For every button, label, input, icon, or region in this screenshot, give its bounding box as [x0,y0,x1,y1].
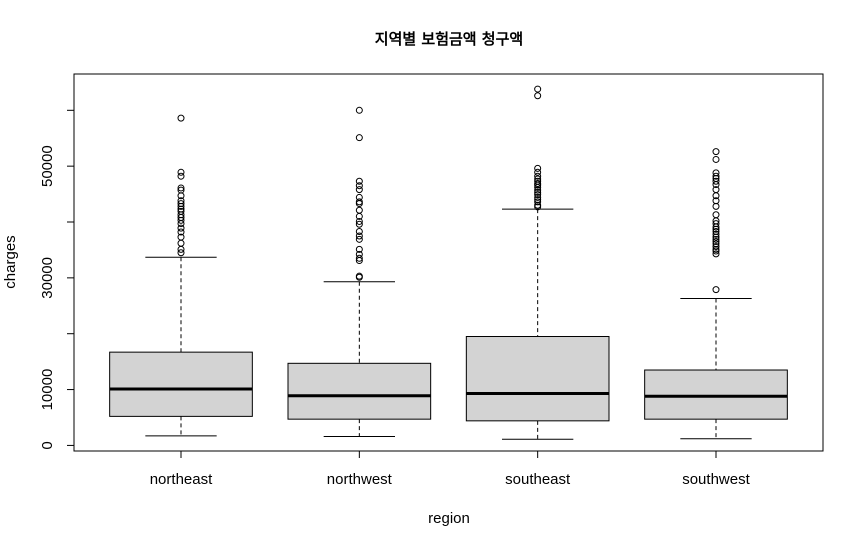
x-tick-label: northwest [327,471,393,488]
iqr-box [287,362,432,420]
outlier-point [712,192,720,200]
outlier-point [712,230,720,238]
outlier-point [355,200,363,208]
outlier-point [712,148,720,156]
outlier-point [177,184,185,192]
outlier-point [177,172,185,180]
outlier-point [177,202,185,210]
y-tick-label: 30000 [39,257,56,299]
outlier-point [534,181,542,189]
outlier-point [712,250,720,258]
outlier-point [712,247,720,255]
y-tick-label: 10000 [39,369,56,411]
iqr-box [644,369,788,420]
outlier-point [534,85,542,93]
outlier-point [355,245,363,253]
outlier-point [712,243,720,251]
outlier-point [177,216,185,224]
x-tick-label: northeast [150,471,213,488]
box-southwest [644,148,788,440]
outlier-point [712,155,720,163]
box-northeast [109,114,253,437]
outlier-point [177,168,185,176]
y-axis: 0 10000 30000 50000 [39,109,75,450]
outlier-point [355,186,363,194]
outlier-point [355,134,363,142]
y-tick-label: 0 [39,441,56,449]
chart-title: 지역별 보험금액 청구액 [375,30,523,48]
outlier-point [534,164,542,172]
iqr-box [109,351,253,417]
outlier-point [355,206,363,214]
outlier-point [712,233,720,241]
outlier-point [712,238,720,246]
outlier-point [712,211,720,219]
outlier-point [177,224,185,232]
outlier-point [534,198,542,206]
outlier-point [177,239,185,247]
outlier-point [534,186,542,194]
y-tick-label: 50000 [39,145,56,187]
outlier-point [355,212,363,220]
outlier-point [534,183,542,191]
box-southeast [465,85,610,440]
outlier-point [355,235,363,243]
outlier-point [534,168,542,176]
outlier-point [177,228,185,236]
plot-layer [109,85,788,440]
outlier-point [534,188,542,196]
outlier-point [712,225,720,233]
outlier-point [355,257,363,265]
outlier-point [712,223,720,231]
outlier-point [534,193,542,201]
outlier-point [534,172,542,180]
x-tick-label: southeast [505,471,571,488]
outlier-point [355,220,363,228]
outlier-point [712,172,720,180]
outlier-point [355,177,363,185]
outlier-point [177,114,185,122]
iqr-box [465,336,610,422]
outlier-point [712,177,720,185]
outlier-point [534,92,542,100]
box-northwest [287,106,432,437]
outlier-point [355,106,363,114]
outlier-point [712,181,720,189]
x-axis-title: region [428,510,470,527]
outlier-point [712,286,720,294]
outlier-point [177,220,185,228]
y-axis-title: charges [2,235,19,288]
x-tick-label: southwest [682,471,750,488]
outlier-point [177,249,185,257]
outlier-point [534,203,542,211]
x-axis: northeast northwest southeast southwest [150,450,751,488]
outlier-point [712,235,720,243]
outlier-point [177,192,185,200]
outlier-point [355,217,363,225]
outlier-point [355,228,363,236]
outlier-point [177,245,185,253]
outlier-point [355,273,363,281]
outlier-point [355,182,363,190]
outlier-point [712,202,720,210]
outlier-point [534,191,542,199]
outlier-point [355,232,363,240]
outlier-point [355,254,363,262]
